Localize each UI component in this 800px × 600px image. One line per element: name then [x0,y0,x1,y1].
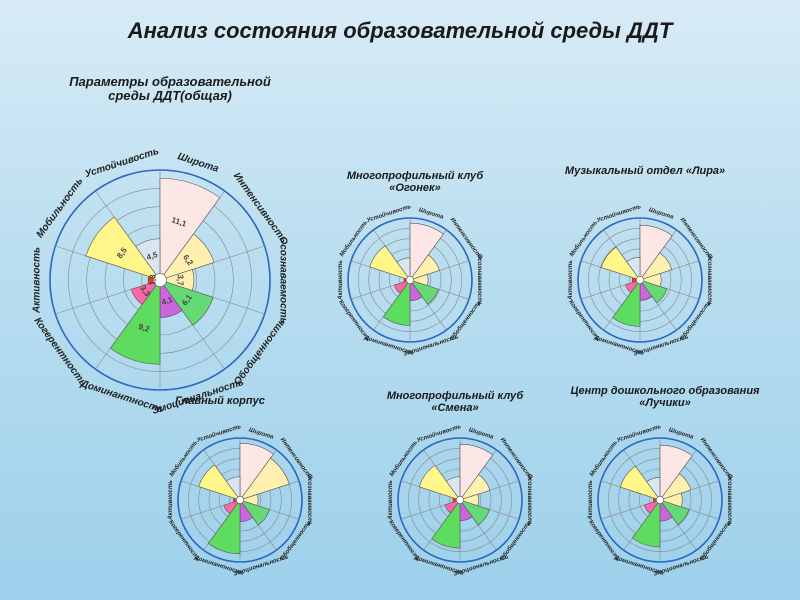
axis-label-luchiki-2: Осознаваемость [726,474,732,526]
rose-svg-luchiki [0,0,800,600]
axis-label-luchiki-7: Активность [588,480,594,520]
rose-chart-luchiki: Центр дошкольного образования «Лучики»Ши… [0,0,800,600]
